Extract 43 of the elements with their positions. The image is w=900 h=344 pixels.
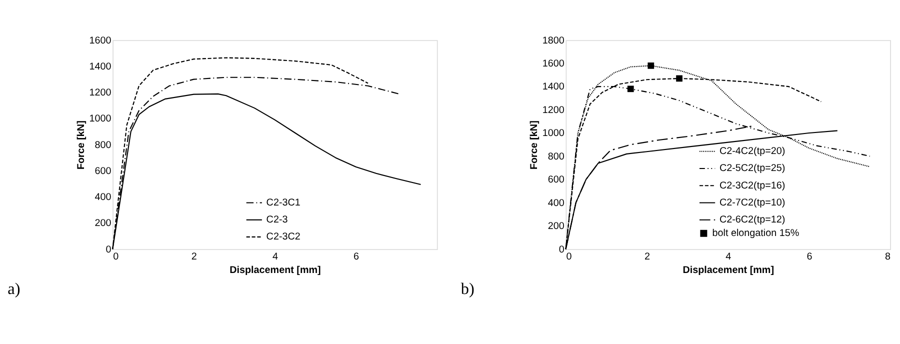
text: b): [460, 280, 474, 298]
x-axis-title: Displacement [mm]: [230, 265, 321, 276]
y-tick-label: 1200: [542, 104, 565, 116]
x-tick-label: 8: [885, 252, 892, 262]
legend-label: C2-3C2(tp=16): [719, 180, 786, 192]
legend-label: C2-5C2(tp=25): [719, 163, 786, 174]
y-tick-label: 800: [548, 151, 565, 162]
x-tick-label: 4: [272, 252, 278, 262]
x-tick-label: 2: [644, 252, 650, 262]
legend-label: C2-3C2: [266, 232, 300, 243]
legend-label: C2-3C1: [266, 197, 301, 208]
legend-label: C2-6C2(tp=12): [719, 214, 786, 226]
y-tick-label: 1200: [89, 88, 112, 99]
y-tick-label: 0: [106, 244, 112, 256]
legend-label: bolt elongation 15%: [712, 228, 800, 240]
y-tick-label: 400: [94, 192, 112, 204]
x-tick-label: 0: [566, 252, 572, 262]
y-tick-label: 600: [548, 174, 565, 186]
y-tick-label: 1400: [89, 61, 112, 72]
text: a): [8, 280, 20, 298]
x-tick-label: 6: [354, 252, 360, 262]
legend-label: C2-4C2(tp=20): [719, 146, 786, 158]
x-tick-label: 0: [113, 252, 120, 262]
y-axis-title: Force [kN]: [528, 120, 540, 170]
y-tick-label: 1000: [542, 128, 565, 140]
legend-label: C2-3: [266, 214, 288, 226]
x-tick-label: 6: [806, 252, 813, 262]
y-tick-label: 1000: [89, 114, 112, 125]
legend-label: C2-7C2(tp=10): [719, 197, 786, 208]
y-axis-title: Force [kN]: [76, 120, 87, 170]
y-tick-label: 600: [94, 166, 112, 177]
y-tick-label: 1600: [542, 58, 565, 70]
y-tick-label: 400: [548, 198, 565, 209]
y-tick-label: 200: [548, 221, 565, 232]
y-tick-label: 1600: [89, 35, 112, 46]
y-tick-label: 0: [558, 244, 565, 256]
x-axis-title: Displacement [mm]: [682, 265, 774, 276]
x-tick-label: 4: [726, 252, 732, 262]
y-tick-label: 1400: [542, 82, 565, 93]
y-tick-label: 1800: [542, 35, 565, 46]
y-tick-label: 800: [94, 140, 112, 151]
x-tick-label: 2: [191, 252, 197, 262]
y-tick-label: 200: [94, 218, 112, 230]
